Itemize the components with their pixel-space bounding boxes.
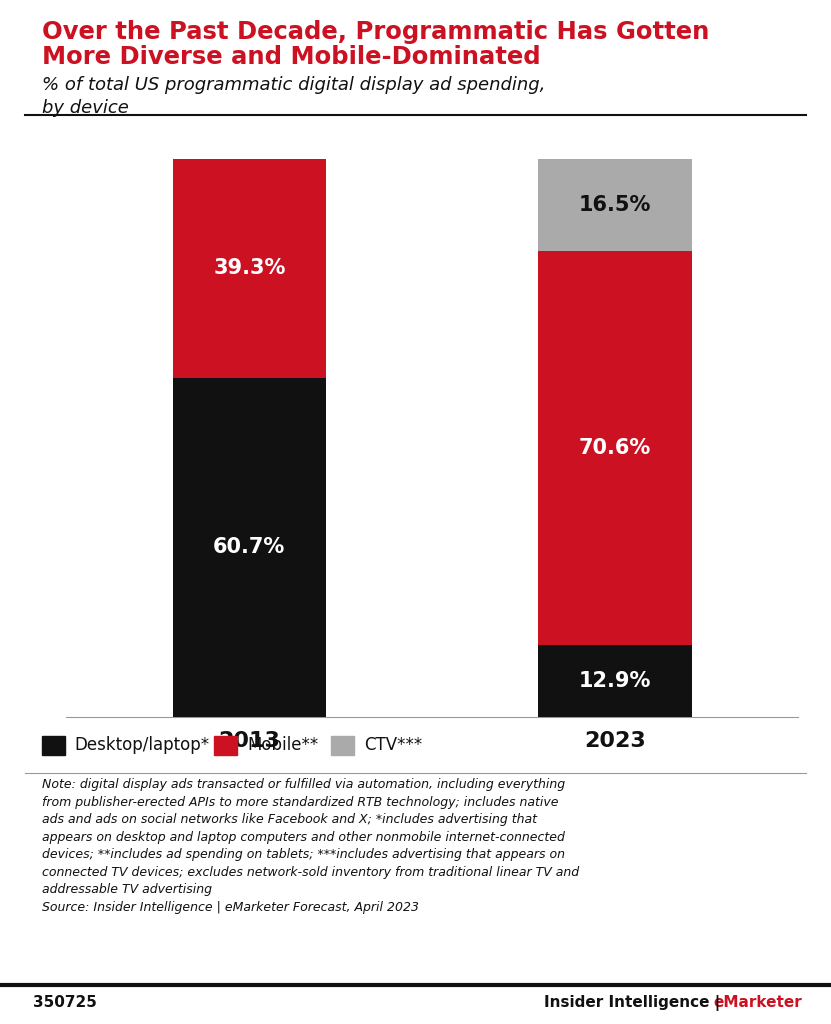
Text: Mobile**: Mobile**	[248, 736, 318, 755]
Text: More Diverse and Mobile-Dominated: More Diverse and Mobile-Dominated	[42, 45, 540, 69]
Text: 12.9%: 12.9%	[578, 671, 652, 691]
Bar	[538, 645, 691, 717]
Bar	[538, 159, 691, 251]
Bar	[173, 378, 326, 717]
Text: CTV***: CTV***	[365, 736, 423, 755]
Text: Note: digital display ads transacted or fulfilled via automation, including ever: Note: digital display ads transacted or …	[42, 778, 578, 913]
Text: Insider Intelligence |: Insider Intelligence |	[543, 995, 725, 1012]
Text: % of total US programmatic digital display ad spending,
by device: % of total US programmatic digital displ…	[42, 76, 545, 117]
Text: eMarketer: eMarketer	[713, 995, 802, 1011]
Text: 60.7%: 60.7%	[214, 538, 285, 557]
Text: 70.6%: 70.6%	[579, 438, 651, 458]
Bar	[173, 159, 326, 378]
Text: 16.5%: 16.5%	[578, 195, 652, 215]
Text: Over the Past Decade, Programmatic Has Gotten: Over the Past Decade, Programmatic Has G…	[42, 20, 709, 44]
Bar	[538, 251, 691, 645]
Text: 39.3%: 39.3%	[213, 258, 286, 279]
Text: Desktop/laptop*: Desktop/laptop*	[75, 736, 210, 755]
Text: 350725: 350725	[33, 995, 97, 1011]
